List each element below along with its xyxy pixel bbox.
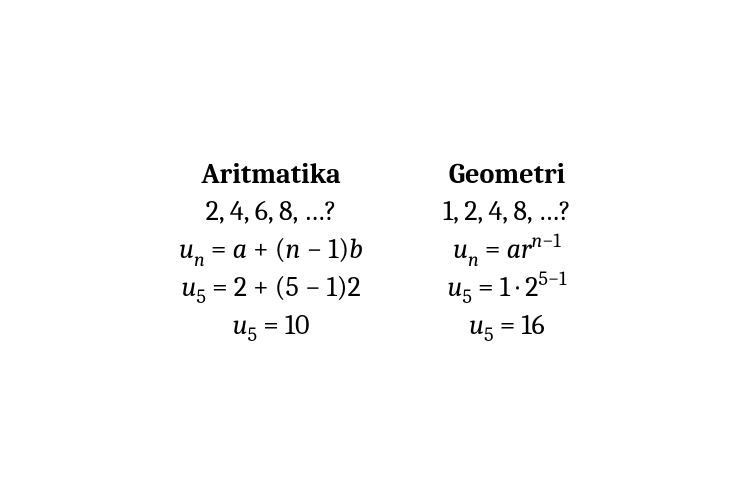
arithmetic-column: Aritmatika 2, 4, 6, 8, …? un = a + (n − … xyxy=(179,156,363,345)
var-u: u xyxy=(453,233,468,265)
exp-n: n xyxy=(532,230,543,253)
geometric-result: u5 = 16 xyxy=(469,307,545,345)
plus-open: + ( xyxy=(247,233,286,265)
arithmetic-sequence: 2, 4, 6, 8, …? xyxy=(206,193,337,231)
sub-5: 5 xyxy=(196,286,206,309)
var-u: u xyxy=(447,271,462,303)
math-comparison: Aritmatika 2, 4, 6, 8, …? un = a + (n − … xyxy=(179,156,571,345)
sub-n: n xyxy=(194,249,205,272)
geometric-heading: Geometri xyxy=(449,156,565,194)
var-u: u xyxy=(179,233,194,265)
var-n: n xyxy=(286,233,301,265)
result-rhs: = 10 xyxy=(257,309,309,341)
var-r: r xyxy=(521,233,532,265)
eq: = xyxy=(479,233,507,265)
arithmetic-result: u5 = 10 xyxy=(233,307,310,345)
exp-tail: −1 xyxy=(542,230,560,253)
var-u: u xyxy=(233,309,248,341)
var-u: u xyxy=(181,271,196,303)
result-rhs: = 16 xyxy=(494,309,545,341)
geometric-substitution: u5 = 1 · 25−1 xyxy=(447,269,566,307)
sub-5: 5 xyxy=(248,324,258,347)
sub-5: 5 xyxy=(462,286,472,309)
arithmetic-heading: Aritmatika xyxy=(201,156,340,194)
subst-rhs: = 1 · 2 xyxy=(472,271,538,303)
geometric-column: Geometri 1, 2, 4, 8, …? un = arn−1 u5 = … xyxy=(443,156,571,345)
geometric-formula: un = arn−1 xyxy=(453,231,561,269)
subst-exp: 5−1 xyxy=(538,268,566,291)
var-u: u xyxy=(469,309,484,341)
arithmetic-substitution: u5 = 2 + (5 − 1)2 xyxy=(181,269,360,307)
var-a: a xyxy=(507,233,521,265)
sub-5: 5 xyxy=(484,324,494,347)
var-a: a xyxy=(233,233,247,265)
arithmetic-formula: un = a + (n − 1)b xyxy=(179,231,363,269)
geometric-sequence: 1, 2, 4, 8, …? xyxy=(443,193,571,231)
sub-n: n xyxy=(468,249,479,272)
minus-close: − 1) xyxy=(300,233,349,265)
subst-rhs: = 2 + (5 − 1)2 xyxy=(206,271,361,303)
var-b: b xyxy=(349,233,363,265)
